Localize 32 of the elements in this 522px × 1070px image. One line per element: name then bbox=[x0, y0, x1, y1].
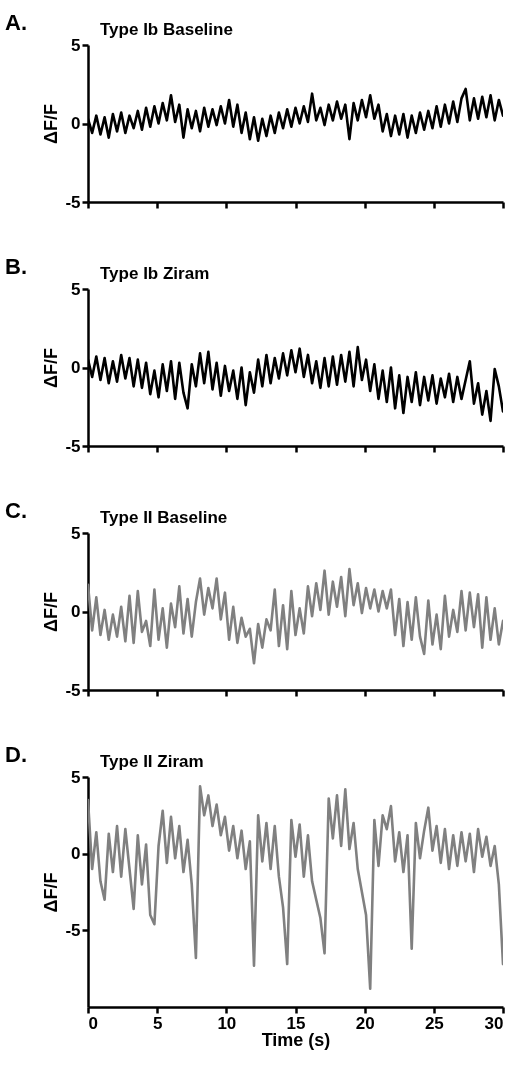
x-tick-label: 25 bbox=[424, 1013, 444, 1033]
chart-subtitle: Type II Ziram bbox=[100, 752, 204, 771]
y-tick-label: 0 bbox=[71, 358, 81, 377]
line-series bbox=[88, 567, 503, 665]
chart-title: C. bbox=[5, 498, 27, 523]
chart-title: A. bbox=[5, 10, 27, 35]
chart-subtitle: Type Ib Baseline bbox=[100, 20, 233, 39]
y-tick-label: 5 bbox=[71, 35, 81, 55]
y-tick-label: 0 bbox=[71, 602, 81, 621]
x-tick-label: 10 bbox=[217, 1013, 237, 1033]
chart-title: D. bbox=[5, 742, 27, 767]
y-axis-title: ΔF/F bbox=[41, 104, 62, 144]
y-tick-label: -5 bbox=[65, 680, 81, 700]
chart-subtitle: Type II Baseline bbox=[100, 508, 228, 527]
y-tick-label: -5 bbox=[65, 192, 81, 212]
y-axis-title: ΔF/F bbox=[41, 872, 62, 913]
x-tick-label: 0 bbox=[88, 1013, 98, 1033]
y-axis-title: ΔF/F bbox=[41, 348, 62, 388]
y-tick-label: 5 bbox=[71, 279, 81, 299]
chart-title: B. bbox=[5, 254, 27, 279]
chart-subtitle: Type Ib Ziram bbox=[100, 264, 210, 283]
line-series bbox=[88, 784, 503, 990]
y-tick-label: 0 bbox=[71, 844, 81, 864]
x-tick-label: 5 bbox=[152, 1013, 163, 1033]
y-tick-label: 0 bbox=[71, 114, 81, 133]
y-axis-title: ΔF/F bbox=[41, 592, 62, 632]
x-tick-label: 20 bbox=[355, 1013, 375, 1033]
y-tick-label: -5 bbox=[65, 436, 81, 456]
y-tick-label: -5 bbox=[65, 920, 81, 940]
y-tick-label: 5 bbox=[71, 767, 81, 787]
x-tick-label: 30 bbox=[484, 1013, 504, 1033]
y-tick-label: 5 bbox=[71, 523, 81, 543]
